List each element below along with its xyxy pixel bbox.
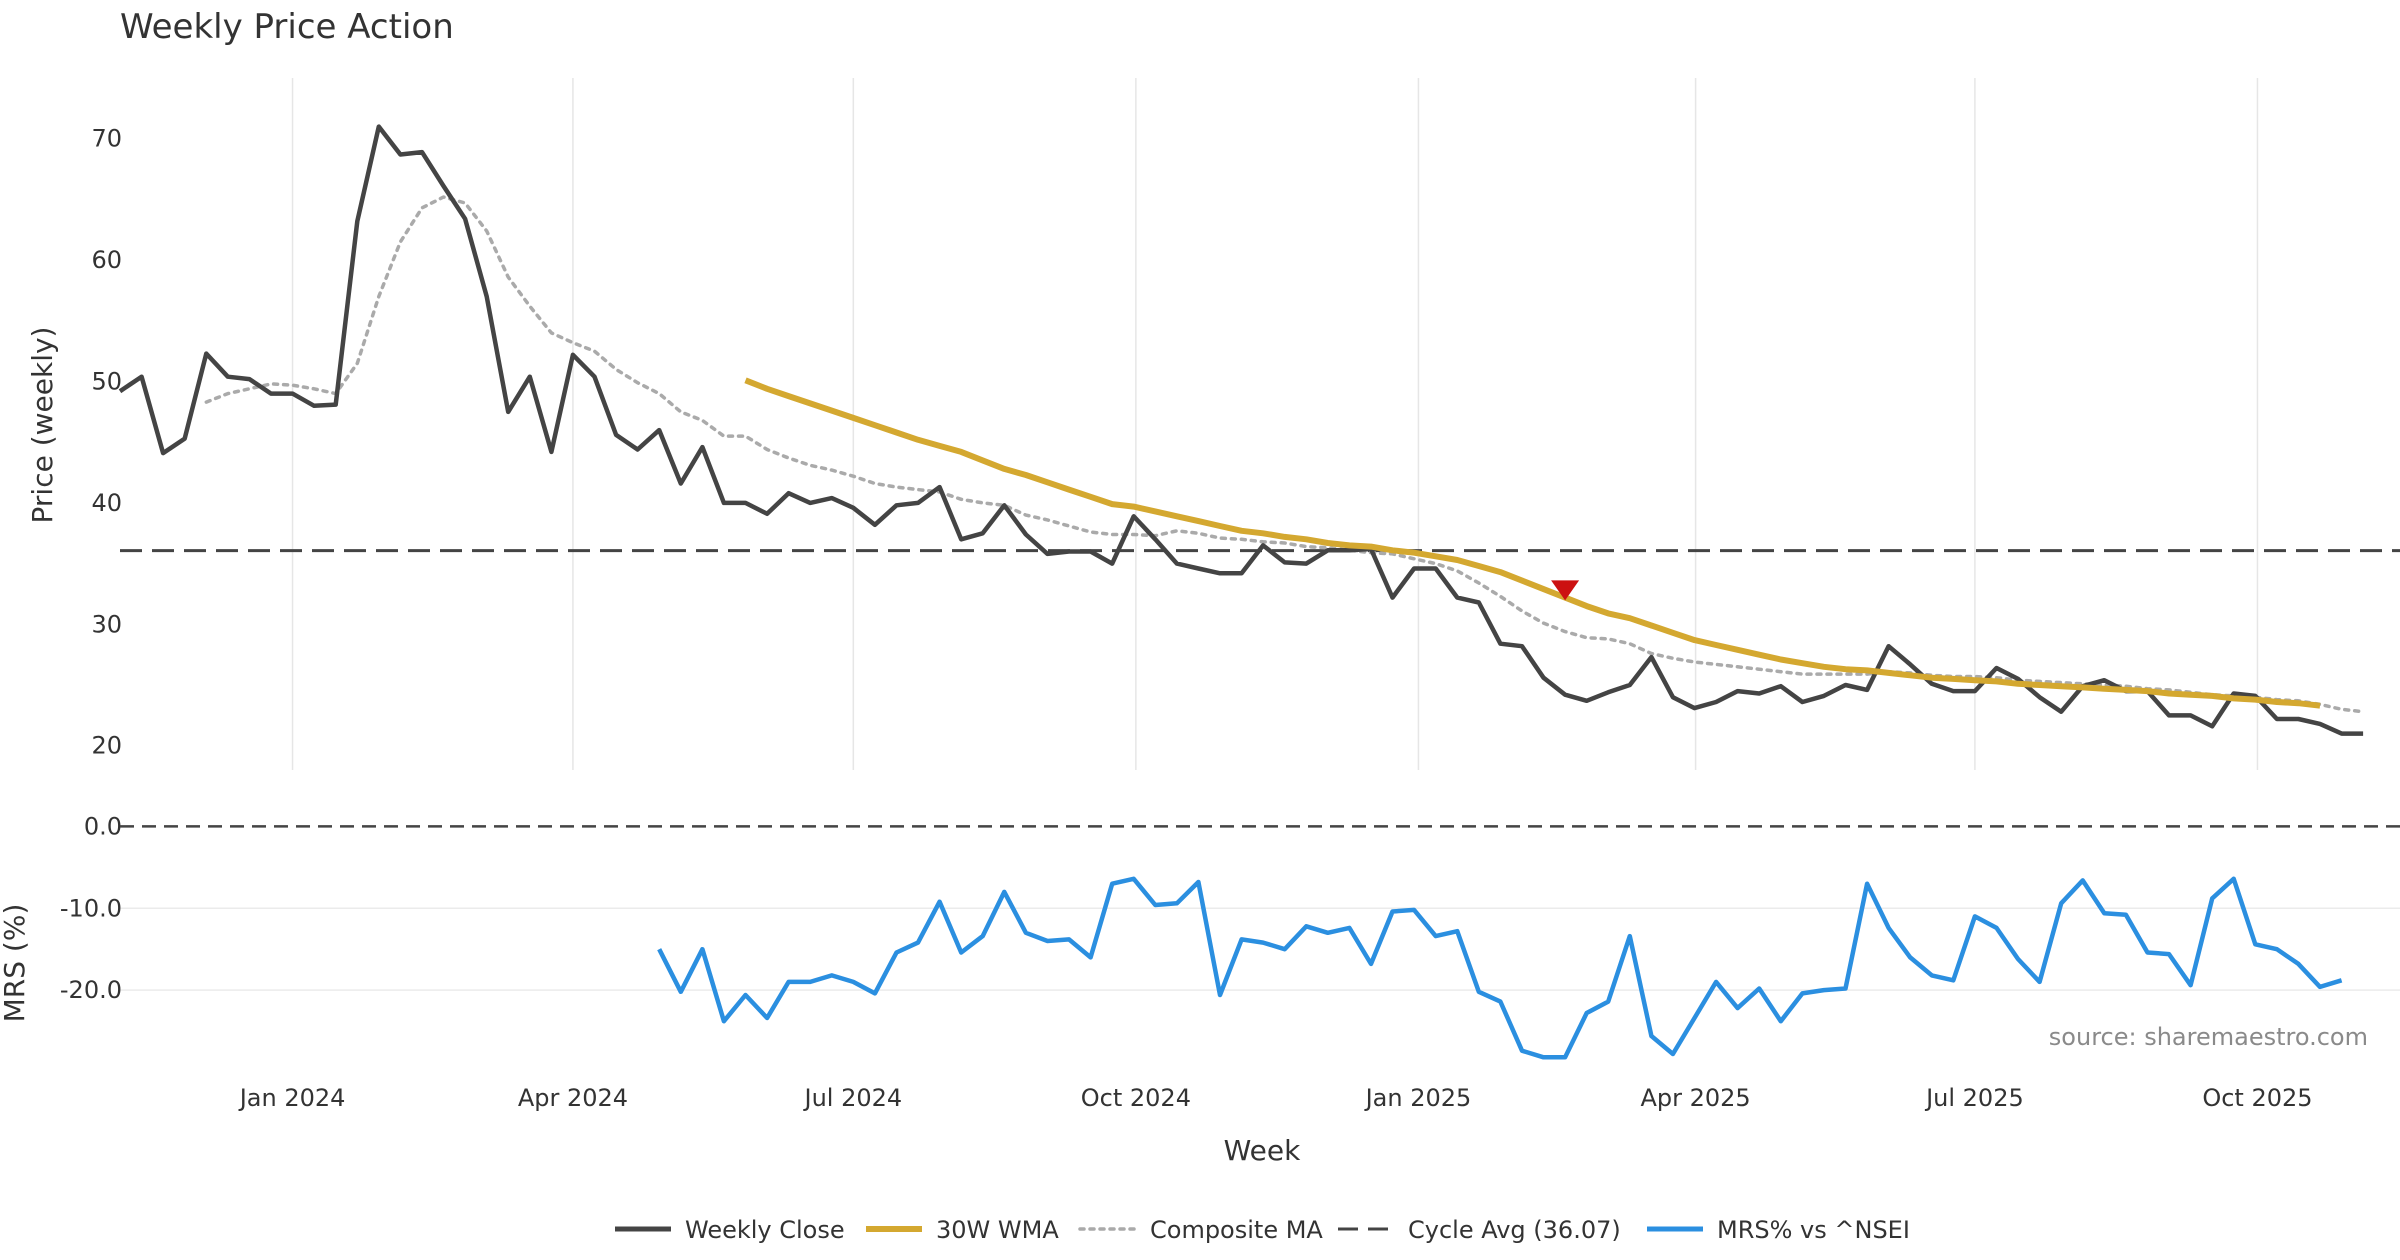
price-y-tick-0: 20 (91, 732, 122, 760)
series-composite-ma (204, 195, 2365, 714)
legend-label-4: MRS% vs ^NSEI (1717, 1216, 1910, 1244)
legend-label-2: Composite MA (1150, 1216, 1323, 1244)
mrs-series (120, 825, 2400, 1060)
mrs-y-tick-2: -20.0 (60, 976, 122, 1004)
sell-marker (1551, 580, 1580, 601)
price-y-tick-5: 70 (91, 125, 122, 153)
price-y-axis-label: Price (weekly) (26, 327, 59, 524)
legend-label-1: 30W WMA (936, 1216, 1059, 1244)
price-y-tick-4: 60 (91, 246, 122, 274)
x-tick-0: Jan 2024 (238, 1084, 346, 1112)
price-y-ticks: 20 30 40 50 60 70 (91, 125, 122, 760)
legend-entry-1: 30W WMA (866, 1216, 1059, 1244)
series-weekly-close (118, 124, 2364, 736)
source-note: source: sharemaestro.com (2049, 1023, 2368, 1051)
price-y-tick-1: 30 (91, 610, 122, 638)
x-tick-2: Jul 2024 (802, 1084, 902, 1112)
legend-label-3: Cycle Avg (36.07) (1408, 1216, 1621, 1244)
mrs-gridlines (120, 907, 2400, 991)
legend-entry-2: Composite MA (1078, 1216, 1323, 1244)
legend-entry-0: Weekly Close (615, 1216, 845, 1244)
legend-entry-3: Cycle Avg (36.07) (1338, 1216, 1621, 1244)
x-tick-3: Oct 2024 (1081, 1084, 1191, 1112)
x-tick-6: Jul 2025 (1924, 1084, 2024, 1112)
chart-title: Weekly Price Action (120, 7, 454, 47)
legend: Weekly Close 30W WMA Composite MA Cycle Avg… (615, 1216, 1910, 1244)
mrs-y-ticks: 0.0 -10.0 -20.0 (60, 812, 122, 1004)
x-tick-4: Jan 2025 (1364, 1084, 1472, 1112)
legend-label-0: Weekly Close (685, 1216, 845, 1244)
mrs-y-tick-0: 0.0 (84, 812, 122, 840)
x-tick-5: Apr 2025 (1640, 1084, 1750, 1112)
legend-entry-4: MRS% vs ^NSEI (1647, 1216, 1910, 1244)
x-tick-7: Oct 2025 (2202, 1084, 2312, 1112)
x-ticks: Jan 2024 Apr 2024 Jul 2024 Oct 2024 Jan 2025… (238, 1084, 2313, 1112)
mrs-y-tick-1: -10.0 (60, 894, 122, 922)
mrs-y-axis-label: MRS (%) (0, 904, 31, 1023)
price-y-tick-3: 50 (91, 368, 122, 396)
price-y-tick-2: 40 (91, 489, 122, 517)
series-30w-wma (744, 377, 2321, 709)
x-tick-1: Apr 2024 (518, 1084, 628, 1112)
price-series (118, 124, 2400, 736)
series-mrs-vs-nsei (657, 876, 2343, 1060)
price-gridlines (291, 78, 2259, 770)
x-axis-label: Week (1224, 1134, 1301, 1167)
